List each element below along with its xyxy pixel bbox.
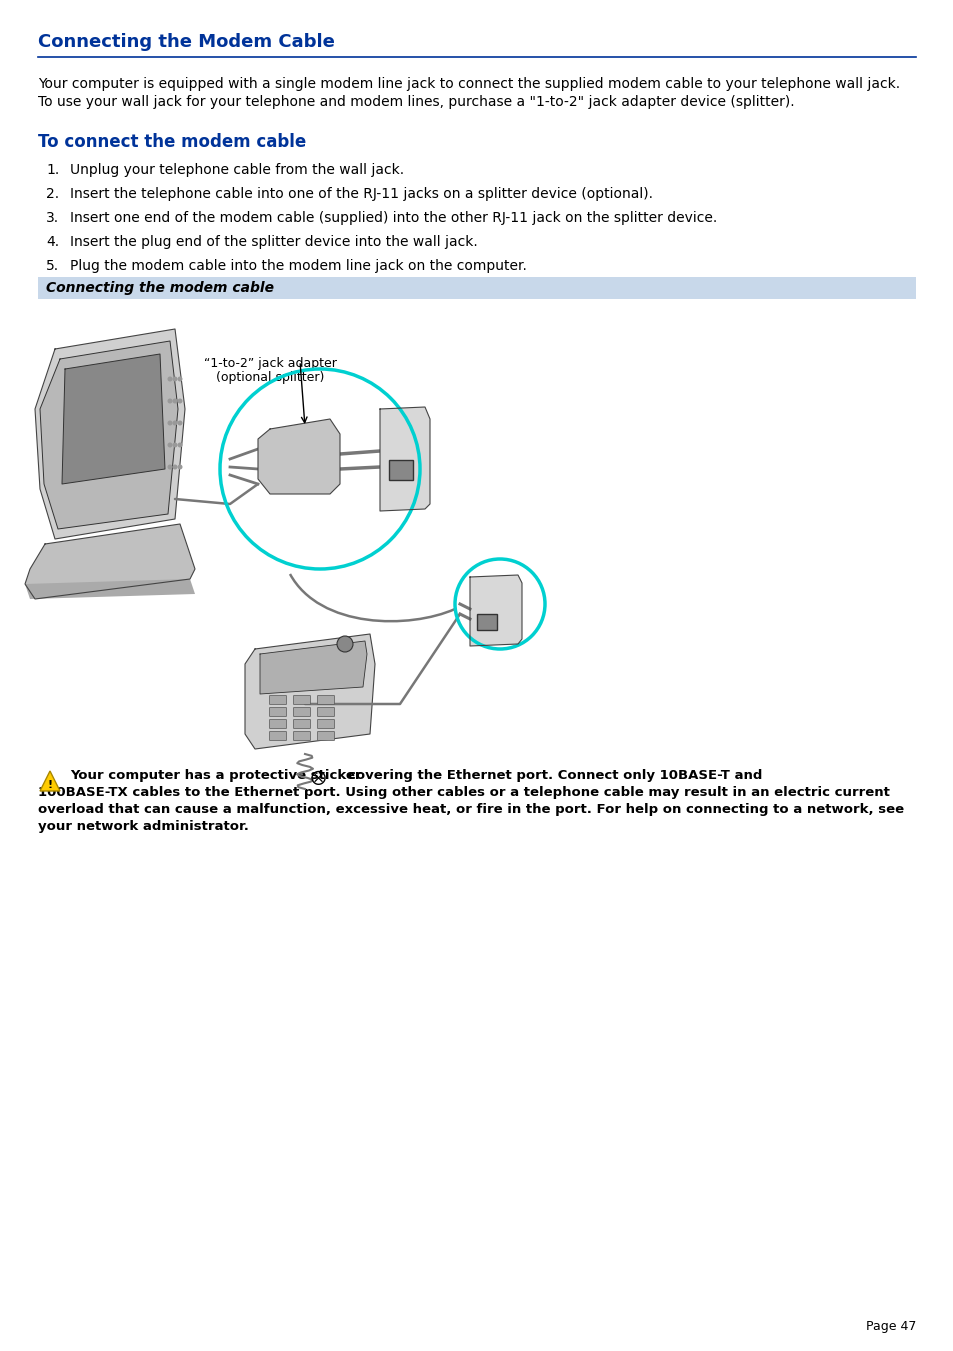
Circle shape [168, 443, 172, 447]
FancyBboxPatch shape [269, 708, 286, 716]
Text: 4.: 4. [46, 235, 59, 249]
Circle shape [172, 443, 177, 447]
Text: To use your wall jack for your telephone and modem lines, purchase a "1-to-2" ja: To use your wall jack for your telephone… [38, 95, 794, 109]
Circle shape [168, 465, 172, 470]
Text: overload that can cause a malfunction, excessive heat, or fire in the port. For : overload that can cause a malfunction, e… [38, 802, 903, 816]
Polygon shape [40, 771, 60, 790]
Circle shape [177, 420, 182, 426]
Text: your network administrator.: your network administrator. [38, 820, 249, 834]
FancyBboxPatch shape [317, 696, 335, 704]
Circle shape [177, 443, 182, 447]
Polygon shape [25, 580, 194, 598]
FancyBboxPatch shape [294, 696, 310, 704]
Polygon shape [25, 524, 194, 598]
Text: 100BASE-TX cables to the Ethernet port. Using other cables or a telephone cable : 100BASE-TX cables to the Ethernet port. … [38, 786, 889, 798]
Text: To connect the modem cable: To connect the modem cable [38, 132, 306, 151]
Text: “1-to-2” jack adapter: “1-to-2” jack adapter [203, 357, 336, 370]
Polygon shape [62, 354, 165, 484]
Text: Page 47: Page 47 [864, 1320, 915, 1333]
Polygon shape [40, 340, 178, 530]
Polygon shape [257, 419, 339, 494]
Text: 1.: 1. [46, 163, 59, 177]
Circle shape [168, 377, 172, 381]
FancyBboxPatch shape [294, 708, 310, 716]
FancyBboxPatch shape [294, 731, 310, 740]
Circle shape [177, 465, 182, 470]
Text: Insert one end of the modem cable (supplied) into the other RJ-11 jack on the sp: Insert one end of the modem cable (suppl… [70, 211, 717, 226]
Polygon shape [470, 576, 521, 646]
Text: Unplug your telephone cable from the wall jack.: Unplug your telephone cable from the wal… [70, 163, 404, 177]
Circle shape [177, 377, 182, 381]
Circle shape [172, 420, 177, 426]
FancyBboxPatch shape [317, 731, 335, 740]
FancyBboxPatch shape [476, 613, 497, 630]
Text: 2.: 2. [46, 186, 59, 201]
Circle shape [168, 399, 172, 404]
FancyBboxPatch shape [317, 708, 335, 716]
Text: Connecting the Modem Cable: Connecting the Modem Cable [38, 32, 335, 51]
Polygon shape [35, 330, 185, 539]
Polygon shape [379, 407, 430, 511]
Polygon shape [260, 640, 367, 694]
Text: Insert the telephone cable into one of the RJ-11 jacks on a splitter device (opt: Insert the telephone cable into one of t… [70, 186, 652, 201]
Text: 5.: 5. [46, 259, 59, 273]
Text: covering the Ethernet port. Connect only 10BASE-T and: covering the Ethernet port. Connect only… [348, 769, 761, 782]
Circle shape [177, 399, 182, 404]
Text: Insert the plug end of the splitter device into the wall jack.: Insert the plug end of the splitter devi… [70, 235, 477, 249]
Circle shape [172, 399, 177, 404]
FancyBboxPatch shape [38, 277, 915, 299]
Circle shape [172, 465, 177, 470]
Polygon shape [245, 634, 375, 748]
FancyBboxPatch shape [269, 720, 286, 728]
Text: ⨂: ⨂ [310, 770, 325, 785]
Text: Plug the modem cable into the modem line jack on the computer.: Plug the modem cable into the modem line… [70, 259, 526, 273]
FancyBboxPatch shape [389, 459, 413, 480]
Text: Connecting the modem cable: Connecting the modem cable [46, 281, 274, 295]
Text: 3.: 3. [46, 211, 59, 226]
Text: Your computer has a protective sticker: Your computer has a protective sticker [70, 769, 361, 782]
FancyBboxPatch shape [269, 696, 286, 704]
FancyBboxPatch shape [294, 720, 310, 728]
Circle shape [336, 636, 353, 653]
Text: Your computer is equipped with a single modem line jack to connect the supplied : Your computer is equipped with a single … [38, 77, 900, 91]
FancyBboxPatch shape [317, 720, 335, 728]
Circle shape [172, 377, 177, 381]
Text: (optional splitter): (optional splitter) [215, 372, 324, 384]
FancyBboxPatch shape [269, 731, 286, 740]
Text: !: ! [48, 780, 52, 790]
Circle shape [168, 420, 172, 426]
